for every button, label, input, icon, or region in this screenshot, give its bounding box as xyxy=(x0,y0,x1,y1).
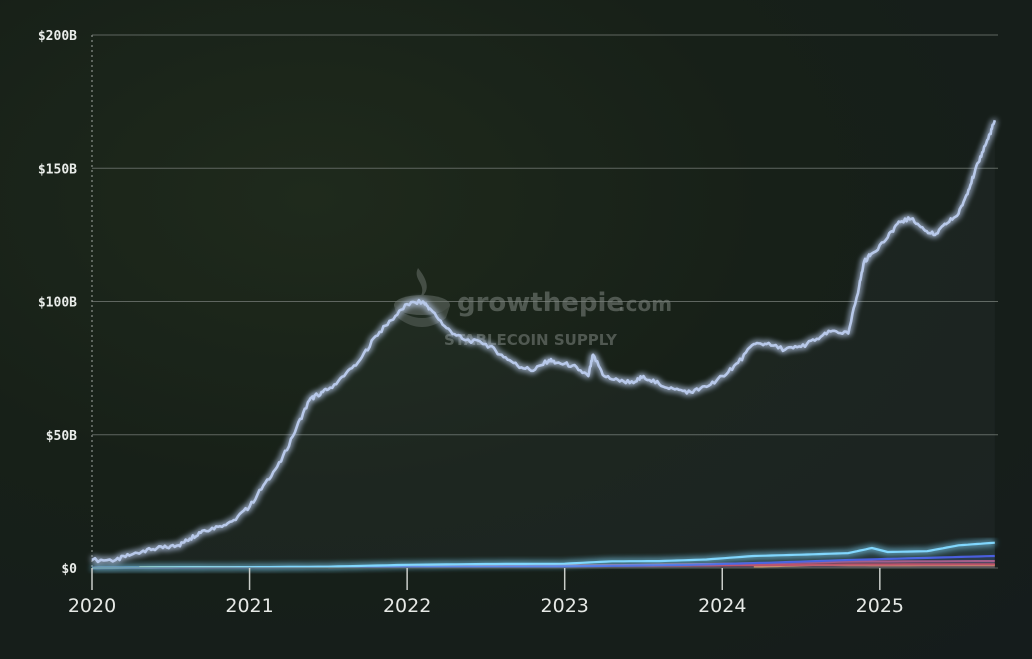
y-tick-label: $50B xyxy=(46,429,77,444)
y-tick-label: $150B xyxy=(38,162,77,177)
x-tick-label: 2021 xyxy=(225,595,273,617)
x-tick-label: 2023 xyxy=(541,595,589,617)
y-tick-label: $0 xyxy=(61,562,77,577)
series-line-2 xyxy=(91,554,995,570)
pie-logo-icon xyxy=(394,268,450,327)
x-tick-label: 2022 xyxy=(383,595,431,617)
x-tick-label: 2020 xyxy=(68,595,116,617)
x-axis-ticks: 2020 2021 2022 2023 2024 2025 xyxy=(68,568,904,617)
x-tick-label: 2024 xyxy=(698,595,746,617)
series-lines xyxy=(91,119,997,570)
series-line-0 xyxy=(91,119,997,564)
grid-lines xyxy=(92,34,998,436)
y-tick-label: $100B xyxy=(38,296,77,311)
watermark-brand-suffix: .com xyxy=(618,292,672,316)
y-axis-ticks: $0 $50B $100B $150B $200B xyxy=(38,29,77,577)
watermark-brand: growthepie xyxy=(457,288,624,318)
y-tick-label: $200B xyxy=(38,29,77,44)
series-line-1 xyxy=(91,541,995,570)
series-area-3 xyxy=(92,561,995,568)
series-area-2 xyxy=(92,556,995,568)
series-area-0 xyxy=(92,120,995,569)
series-area-1 xyxy=(92,542,995,568)
x-tick-label: 2025 xyxy=(856,595,904,617)
